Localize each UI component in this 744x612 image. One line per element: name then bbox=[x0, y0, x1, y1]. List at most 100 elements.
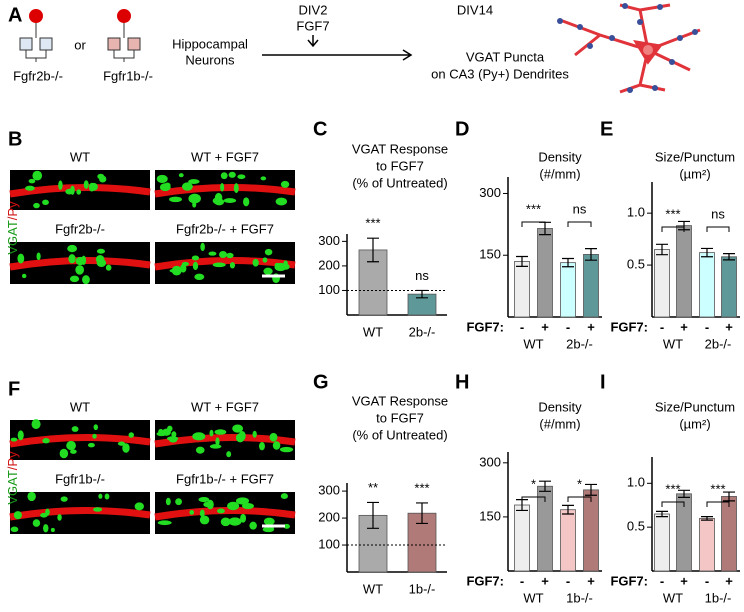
error-bar bbox=[539, 480, 551, 492]
group-label: WT bbox=[523, 336, 543, 351]
text: or bbox=[74, 37, 86, 52]
significance: ns bbox=[711, 206, 725, 221]
punctum bbox=[249, 521, 257, 530]
bar bbox=[721, 496, 737, 572]
x-tick-label: - bbox=[705, 573, 709, 588]
punctum bbox=[178, 173, 184, 178]
punctum bbox=[25, 185, 35, 191]
x-tick-label: WT bbox=[363, 581, 383, 596]
text: FGF7 bbox=[296, 18, 329, 33]
error-bar bbox=[585, 483, 597, 496]
significance-bracket bbox=[661, 501, 685, 507]
punctum bbox=[128, 432, 135, 438]
dendrite bbox=[9, 183, 151, 198]
group-label: 1b-/- bbox=[566, 590, 593, 605]
x-tick-label: + bbox=[587, 573, 595, 588]
bar bbox=[560, 509, 576, 572]
chart-title: (% of Untreated) bbox=[352, 175, 447, 190]
punctum bbox=[76, 189, 82, 195]
punctum bbox=[275, 197, 288, 206]
micrograph bbox=[9, 419, 151, 460]
punctum bbox=[65, 188, 74, 195]
dendrite bbox=[154, 183, 296, 198]
chart-title: Size/Punctum bbox=[655, 149, 735, 164]
treatment-label: FGF7: bbox=[610, 573, 648, 588]
punctum bbox=[237, 174, 246, 180]
punctum bbox=[21, 273, 27, 279]
chart-title: VGAT Response bbox=[352, 141, 448, 156]
punctum bbox=[279, 446, 294, 453]
x-tick-label: + bbox=[680, 319, 688, 334]
punctum bbox=[69, 275, 80, 283]
chart-title: (µm²) bbox=[679, 416, 710, 431]
bar bbox=[699, 252, 715, 318]
punctum bbox=[96, 248, 105, 254]
bar bbox=[583, 254, 599, 318]
significance: *** bbox=[665, 206, 680, 221]
punctum bbox=[158, 428, 164, 435]
punctum bbox=[263, 517, 275, 526]
punctum bbox=[17, 253, 25, 264]
text: DIV2 bbox=[299, 2, 328, 17]
punctum bbox=[194, 273, 205, 281]
punctum bbox=[280, 493, 288, 500]
group-label: 2b-/- bbox=[566, 336, 593, 351]
punctum bbox=[10, 437, 18, 442]
punctum bbox=[75, 256, 85, 266]
punctum bbox=[235, 433, 245, 443]
y-tick-label: 300 bbox=[318, 483, 340, 498]
punctum bbox=[220, 517, 231, 527]
y-tick-label: 1.0 bbox=[627, 205, 645, 220]
significance: *** bbox=[710, 481, 725, 496]
punctum bbox=[60, 496, 68, 502]
punctum bbox=[171, 265, 182, 276]
receptor-icon bbox=[19, 9, 53, 62]
arrow bbox=[307, 35, 319, 48]
punctum bbox=[192, 201, 197, 208]
error-bar bbox=[701, 516, 713, 521]
text: on CA3 (Py+) Dendrites bbox=[431, 66, 569, 81]
bar bbox=[514, 504, 530, 572]
punctum bbox=[212, 262, 226, 268]
punctum bbox=[98, 493, 103, 499]
significance-bracket bbox=[567, 221, 592, 227]
punctum bbox=[240, 513, 247, 523]
image-label: Fgfr2b-/- bbox=[55, 221, 105, 236]
micrograph bbox=[9, 170, 151, 210]
punctum bbox=[283, 523, 290, 529]
punctum bbox=[28, 178, 36, 184]
error-bar bbox=[723, 491, 735, 502]
significance: *** bbox=[414, 480, 429, 495]
punctum bbox=[220, 172, 228, 180]
punctum bbox=[199, 515, 210, 525]
panel-label: D bbox=[455, 118, 469, 140]
punctum bbox=[167, 425, 173, 432]
punctum bbox=[82, 275, 90, 285]
bar bbox=[676, 225, 692, 318]
significance: ns bbox=[415, 268, 429, 283]
punctum bbox=[93, 507, 103, 512]
text: Hippocampal bbox=[172, 36, 248, 51]
genotype: Fgfr1b-/- bbox=[103, 68, 153, 83]
punctum bbox=[169, 196, 182, 203]
chart-title: (#/mm) bbox=[539, 416, 580, 431]
punctum bbox=[10, 526, 19, 533]
group-label: 2b-/- bbox=[705, 336, 732, 351]
punctum bbox=[188, 179, 200, 184]
text: VGAT Puncta bbox=[466, 49, 545, 64]
punctum bbox=[59, 448, 69, 459]
punctum bbox=[228, 171, 236, 178]
bar bbox=[514, 261, 530, 318]
y-tick-label: 0.5 bbox=[627, 257, 645, 272]
micrograph bbox=[154, 170, 296, 210]
significance: ns bbox=[573, 201, 587, 216]
error-bar bbox=[723, 253, 735, 261]
significance: ** bbox=[368, 480, 378, 495]
significance: * bbox=[577, 476, 582, 491]
punctum bbox=[36, 252, 41, 261]
punctum bbox=[17, 430, 24, 441]
y-tick-label: 200 bbox=[318, 257, 340, 272]
treatment-label: FGF7: bbox=[466, 319, 504, 334]
y-tick-label: 300 bbox=[318, 233, 340, 248]
punctum bbox=[58, 180, 63, 190]
